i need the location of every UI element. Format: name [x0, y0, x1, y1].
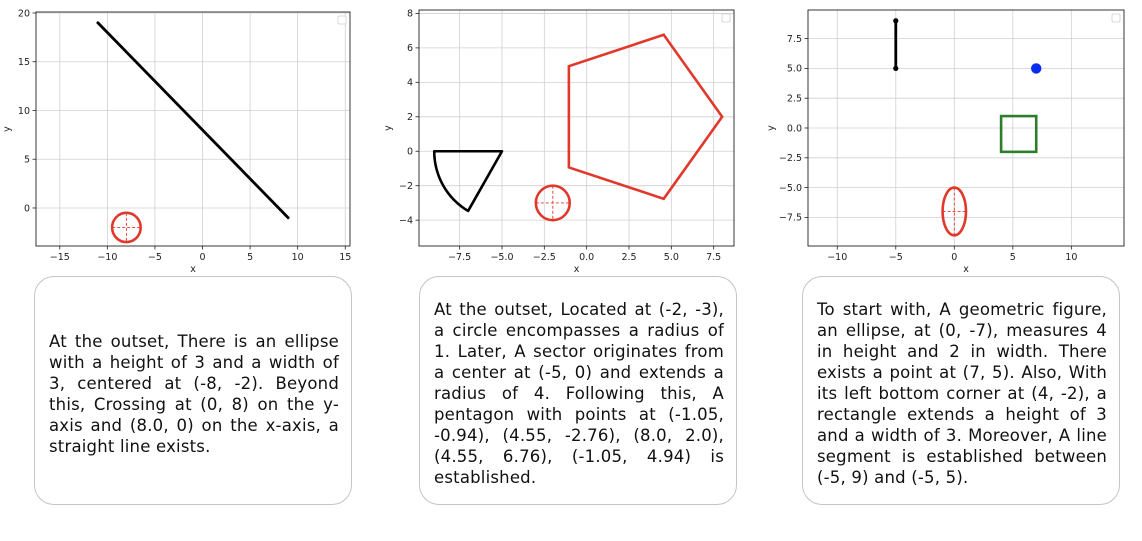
y-tick-label: 20: [18, 8, 30, 19]
y-tick-label: 0.0: [787, 123, 802, 134]
plot-3: −10 −5 0 5 10 −7.5 −5.0 −2.5 0.0 2.5 5.0 7.5 x y: [766, 9, 1125, 275]
description-text-1: At the outset, There is an ellipse with …: [49, 331, 339, 456]
sector-shape: [432, 149, 504, 213]
y-tick-label: 0: [24, 203, 30, 214]
ellipse-shape: [110, 211, 142, 244]
y-tick-label: 10: [18, 106, 30, 117]
pentagon-shape: [567, 33, 724, 201]
y-tick-label: −2.5: [779, 153, 802, 164]
x-tick-label: −2.5: [533, 252, 556, 263]
panel-2: −7.5 −5.0 −2.5 0.0 2.5 5.0 7.5 −4 −2 0 2 4 6 8 x y At t…: [381, 0, 761, 541]
description-text-2: At the outset, Located at (-2, -3), a ci…: [434, 300, 724, 487]
y-tick-label: 5.0: [787, 64, 802, 75]
y-tick-label: 8: [407, 9, 413, 20]
description-card-1: At the outset, There is an ellipse with …: [34, 276, 352, 505]
panel-3: −10 −5 0 5 10 −7.5 −5.0 −2.5 0.0 2.5 5.0 7.5 x y To s…: [762, 0, 1142, 541]
legend-box: [721, 13, 731, 23]
description-card-2: At the outset, Located at (-2, -3), a ci…: [419, 276, 737, 505]
x-tick-label: 10: [292, 252, 304, 263]
x-tick-label: −5: [889, 252, 903, 263]
y-tick-label: 7.5: [787, 34, 802, 45]
description-text-3: To start with, A geometric figure, an el…: [817, 300, 1107, 487]
legend-box: [337, 15, 347, 25]
x-tick-label: 10: [1065, 252, 1077, 263]
plot-frame: [418, 9, 735, 247]
y-axis-label: y: [383, 125, 394, 131]
x-tick-label: 15: [339, 252, 351, 263]
x-axis-label: x: [574, 264, 580, 275]
y-tick-label: −7.5: [779, 213, 802, 224]
y-tick-label: 2.5: [787, 94, 802, 105]
shapes-layer: [432, 33, 724, 222]
y-axis-label: y: [766, 125, 777, 131]
description-card-3: To start with, A geometric figure, an el…: [802, 276, 1120, 505]
x-tick-label: −15: [50, 252, 70, 263]
x-tick-label: 2.5: [621, 252, 636, 263]
straight-line: [96, 21, 290, 220]
y-tick-label: 2: [407, 112, 413, 123]
x-tick-label: −10: [97, 252, 117, 263]
y-axis-label: y: [2, 126, 13, 132]
segment-endpoint: [893, 65, 899, 72]
x-tick-label: −7.5: [448, 252, 471, 263]
point-marker: [1031, 63, 1042, 74]
plot-frame: [35, 11, 351, 247]
y-tick-label: −2: [399, 181, 413, 192]
y-tick-label: −5.0: [779, 183, 802, 194]
plot-frame: [807, 9, 1125, 247]
x-tick-label: 0.0: [579, 252, 594, 263]
x-tick-label: 5: [247, 252, 253, 263]
y-tick-label: 6: [407, 43, 413, 54]
y-tick-label: −4: [399, 215, 413, 226]
x-tick-label: 0: [951, 252, 957, 263]
y-tick-label: 5: [24, 155, 30, 166]
y-tick-label: 15: [18, 57, 30, 68]
x-axis-label: x: [963, 264, 969, 275]
y-tick-label: 4: [407, 78, 413, 89]
y-tick-label: 0: [407, 147, 413, 158]
x-tick-label: 5: [1010, 252, 1016, 263]
x-tick-label: −5.0: [490, 252, 513, 263]
plot-2: −7.5 −5.0 −2.5 0.0 2.5 5.0 7.5 −4 −2 0 2 4 6 8 x y: [383, 9, 735, 275]
panel-1: −15 −10 −5 0 5 10 15 0 5 10 15 20 x y At the outset, …: [0, 0, 380, 541]
x-tick-label: 5.0: [664, 252, 679, 263]
x-tick-label: −10: [827, 252, 847, 263]
x-tick-label: 0: [199, 252, 205, 263]
x-tick-label: 7.5: [706, 252, 721, 263]
segment-endpoint: [893, 18, 899, 24]
plot-1: −15 −10 −5 0 5 10 15 0 5 10 15 20 x y: [2, 8, 351, 275]
rectangle-shape: [999, 114, 1038, 154]
shapes-layer: [893, 18, 1042, 237]
x-axis-label: x: [190, 264, 196, 275]
shapes-layer: [96, 21, 290, 244]
legend-box: [1111, 13, 1121, 23]
x-tick-label: −5: [148, 252, 162, 263]
